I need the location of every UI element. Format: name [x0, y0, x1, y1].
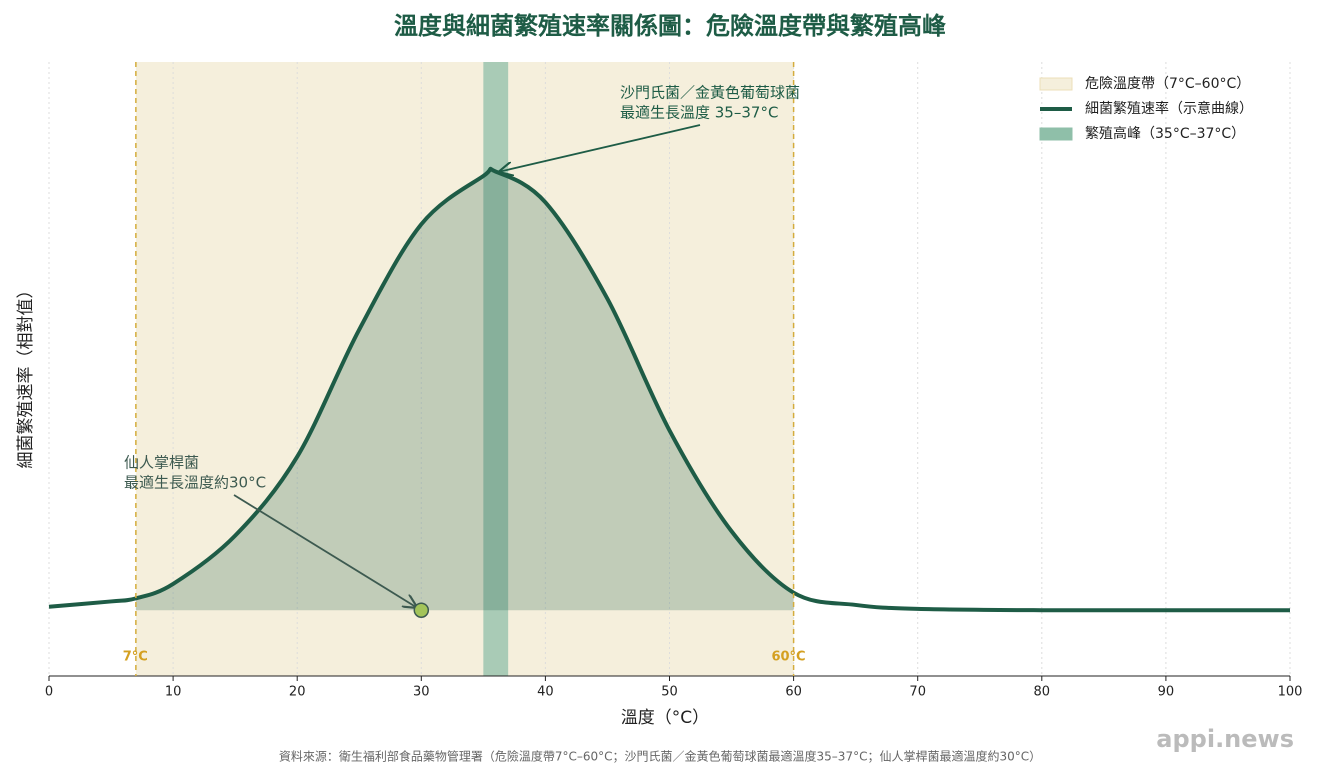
chart-title: 溫度與細菌繁殖速率關係圖：危險溫度帶與繁殖高峰	[394, 12, 946, 40]
legend-label: 繁殖高峰（35°C–37°C）	[1085, 125, 1245, 142]
x-tick-label: 30	[413, 685, 430, 700]
x-tick-label: 20	[289, 685, 306, 700]
annotation-arrow	[500, 124, 701, 172]
danger-area	[135, 168, 794, 611]
x-tick-label: 0	[45, 685, 53, 700]
x-tick-label: 70	[909, 685, 926, 700]
point	[413, 602, 430, 618]
x-axis-label: 溫度（°C）	[621, 708, 709, 728]
x-tick-label: 100	[1278, 685, 1303, 700]
source-note: 資料來源：衛生福利部食品藥物管理署（危險溫度帶7°C–60°C；沙門氏菌／金黃色…	[279, 749, 1041, 764]
y-axis-label: 細菌繁殖速率（相對值）	[16, 282, 36, 469]
x-tick-label: 40	[537, 685, 554, 700]
annotation-text: 最適生長溫度約30°C	[124, 474, 266, 492]
x-tick-label: 80	[1034, 685, 1051, 700]
x-tick-label: 90	[1158, 685, 1175, 700]
x-tick-label: 50	[661, 685, 678, 700]
legend-swatch	[1039, 77, 1073, 91]
watermark: appi.news	[1156, 725, 1294, 753]
marker-label: 60°C	[771, 650, 805, 665]
annotation-text: 仙人掌桿菌	[124, 454, 199, 472]
band	[135, 62, 794, 676]
legend-label: 細菌繁殖速率（示意曲線）	[1085, 100, 1253, 117]
legend-label: 危險溫度帶（7°C–60°C）	[1085, 76, 1250, 92]
annotation-text: 最適生長溫度 35–37°C	[620, 104, 778, 122]
marker-label: 7°C	[123, 650, 148, 665]
x-tick-label: 60	[785, 685, 802, 700]
legend-swatch	[1039, 127, 1073, 141]
curve	[48, 166, 1290, 613]
annotation-arrow	[233, 494, 416, 607]
x-tick-label: 10	[165, 685, 182, 700]
annotation-text: 沙門氏菌／金黃色葡萄球菌	[620, 84, 800, 102]
